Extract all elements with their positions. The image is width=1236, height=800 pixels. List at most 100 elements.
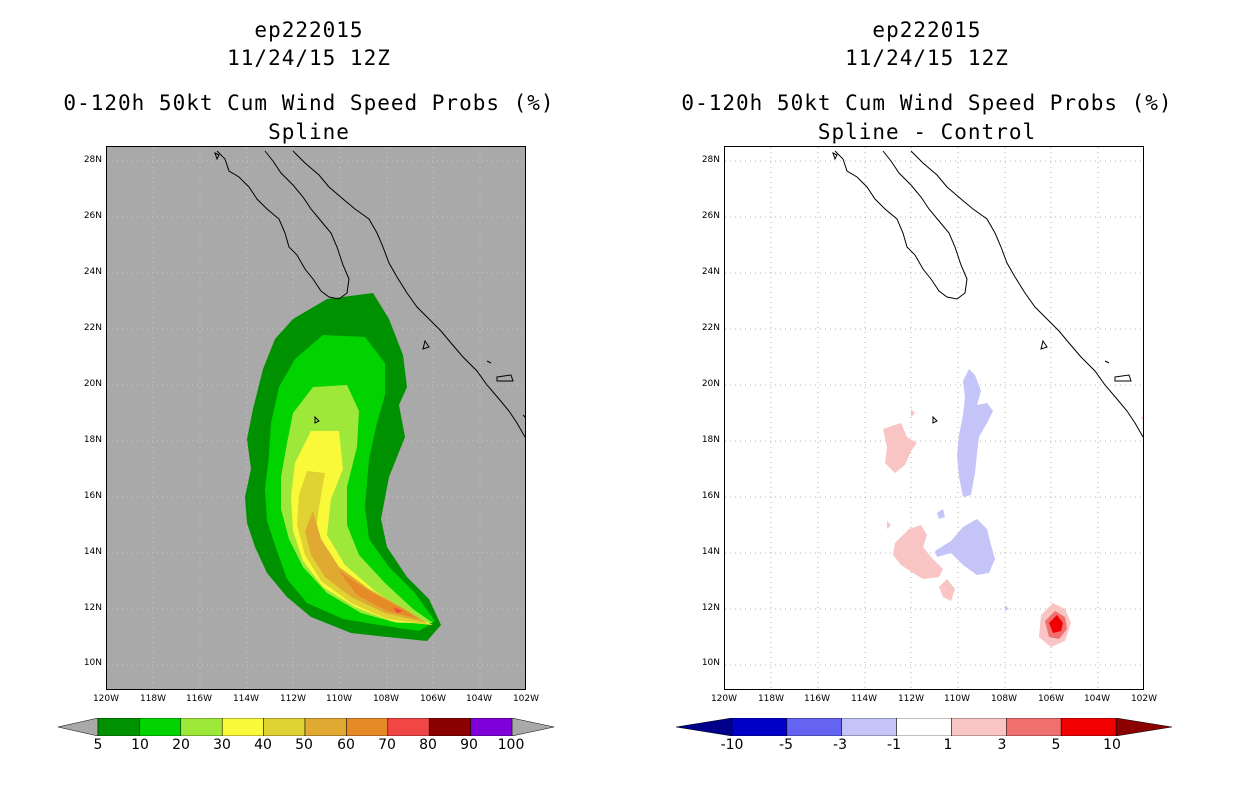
right-colorbar-label: -5 <box>779 737 793 753</box>
left-ylabel: 10N <box>83 658 102 668</box>
right-colorbar-swatch <box>951 718 1007 736</box>
right-ylabel: 10N <box>701 658 720 668</box>
right-ylabel: 16N <box>701 491 720 501</box>
right-colorbar-low-end <box>676 718 733 736</box>
left-ylabel: 14N <box>83 547 102 557</box>
left-colorbar-label: 40 <box>254 737 272 753</box>
left-colorbar-high-end <box>511 718 554 736</box>
left-ylabel: 28N <box>83 155 102 165</box>
left-title-method: Spline <box>268 120 350 144</box>
left-xlabel: 114W <box>232 694 260 704</box>
right-ylabel: 26N <box>701 211 720 221</box>
left-ylabel: 24N <box>83 267 102 277</box>
left-colorbar-label: 90 <box>460 737 478 753</box>
right-colorbar-label: -10 <box>720 737 744 753</box>
right-xlabel: 108W <box>990 694 1018 704</box>
right-colorbar-swatch <box>1060 718 1117 736</box>
right-colorbar-label: 1 <box>943 737 953 753</box>
left-colorbar-swatch <box>180 718 223 736</box>
left-colorbar-swatch <box>139 718 182 736</box>
left-colorbar-label: 10 <box>131 737 149 753</box>
left-xlabel: 108W <box>372 694 400 704</box>
right-map-plot <box>725 147 1143 689</box>
left-colorbar-swatch <box>263 718 306 736</box>
left-xlabel: 118W <box>139 694 167 704</box>
left-colorbar-label: 50 <box>295 737 313 753</box>
right-colorbar-swatch <box>841 718 897 736</box>
left-colorbar-swatch <box>221 718 264 736</box>
right-panel: ep222015 11/24/15 12Z 0-120h 50kt Cum Wi… <box>618 0 1236 800</box>
left-colorbar-swatch <box>470 718 513 736</box>
left-xlabel: 110W <box>325 694 353 704</box>
left-title-product: 0-120h 50kt Cum Wind Speed Probs (%) <box>63 91 555 115</box>
right-xlabel: 114W <box>850 694 878 704</box>
left-coastline <box>214 150 525 438</box>
left-colorbar-swatch <box>428 718 471 736</box>
left-colorbar-label: 60 <box>337 737 355 753</box>
left-ylabel: 22N <box>83 323 102 333</box>
right-ylabel: 18N <box>701 435 720 445</box>
right-ylabel: 12N <box>701 603 720 613</box>
right-xlabel: 104W <box>1083 694 1111 704</box>
left-ylabel: 16N <box>83 491 102 501</box>
right-colorbar-label: 10 <box>1103 737 1121 753</box>
right-xlabel: 116W <box>803 694 831 704</box>
left-xlabel: 116W <box>185 694 213 704</box>
left-xlabel: 106W <box>419 694 447 704</box>
right-xlabel: 102W <box>1130 694 1158 704</box>
left-colorbar-label: 5 <box>93 737 103 753</box>
left-colorbar <box>58 718 554 736</box>
right-colorbar-swatch <box>1006 718 1062 736</box>
right-colorbar-swatches <box>676 718 1172 736</box>
left-colorbar-swatch <box>97 718 140 736</box>
left-panel: ep222015 11/24/15 12Z 0-120h 50kt Cum Wi… <box>58 18 555 753</box>
right-difference-contours <box>883 369 1143 647</box>
left-xlabel: 102W <box>512 694 540 704</box>
left-colorbar-swatch <box>387 718 430 736</box>
right-xlabel: 120W <box>710 694 738 704</box>
left-xlabel: 104W <box>465 694 493 704</box>
left-colorbar-label: 70 <box>378 737 396 753</box>
left-ylabel: 20N <box>83 379 102 389</box>
left-colorbar-swatch <box>346 718 389 736</box>
left-map <box>106 146 526 690</box>
right-colorbar-high-end <box>1115 718 1172 736</box>
left-title-date: 11/24/15 12Z <box>227 46 391 70</box>
right-ylabel: 20N <box>701 379 720 389</box>
right-colorbar-label: -1 <box>887 737 901 753</box>
right-xlabel: 118W <box>757 694 785 704</box>
right-ylabel: 22N <box>701 323 720 333</box>
left-map-plot <box>107 147 525 689</box>
left-title-storm: ep222015 <box>254 18 364 42</box>
right-xlabel: 112W <box>897 694 925 704</box>
left-ylabel: 12N <box>83 603 102 613</box>
right-colorbar-swatch <box>896 718 952 736</box>
left-ylabel: 18N <box>83 435 102 445</box>
left-colorbar-low-end <box>58 718 99 736</box>
right-ylabel: 24N <box>701 267 720 277</box>
right-xlabel: 110W <box>943 694 971 704</box>
left-colorbar-swatches <box>58 718 554 736</box>
right-colorbar-label: 5 <box>1051 737 1061 753</box>
right-title-date: 11/24/15 12Z <box>845 46 1009 70</box>
left-xlabel: 120W <box>92 694 120 704</box>
right-colorbar <box>676 718 1172 736</box>
right-colorbar-label: -3 <box>833 737 847 753</box>
right-xlabel: 106W <box>1037 694 1065 704</box>
right-colorbar-swatch <box>786 718 842 736</box>
right-ylabel: 28N <box>701 155 720 165</box>
right-coastline <box>832 150 1143 438</box>
left-probability-contours <box>245 293 441 641</box>
left-colorbar-label: 100 <box>497 737 525 753</box>
right-map <box>724 146 1144 690</box>
right-colorbar-label: 3 <box>997 737 1007 753</box>
left-colorbar-label: 20 <box>172 737 190 753</box>
right-title-storm: ep222015 <box>872 18 982 42</box>
left-colorbar-swatch <box>304 718 347 736</box>
right-ylabel: 14N <box>701 547 720 557</box>
left-xlabel: 112W <box>279 694 307 704</box>
right-colorbar-swatch <box>731 718 788 736</box>
right-gridlines <box>725 147 1143 689</box>
left-colorbar-label: 30 <box>213 737 231 753</box>
right-title-product: 0-120h 50kt Cum Wind Speed Probs (%) <box>681 91 1173 115</box>
